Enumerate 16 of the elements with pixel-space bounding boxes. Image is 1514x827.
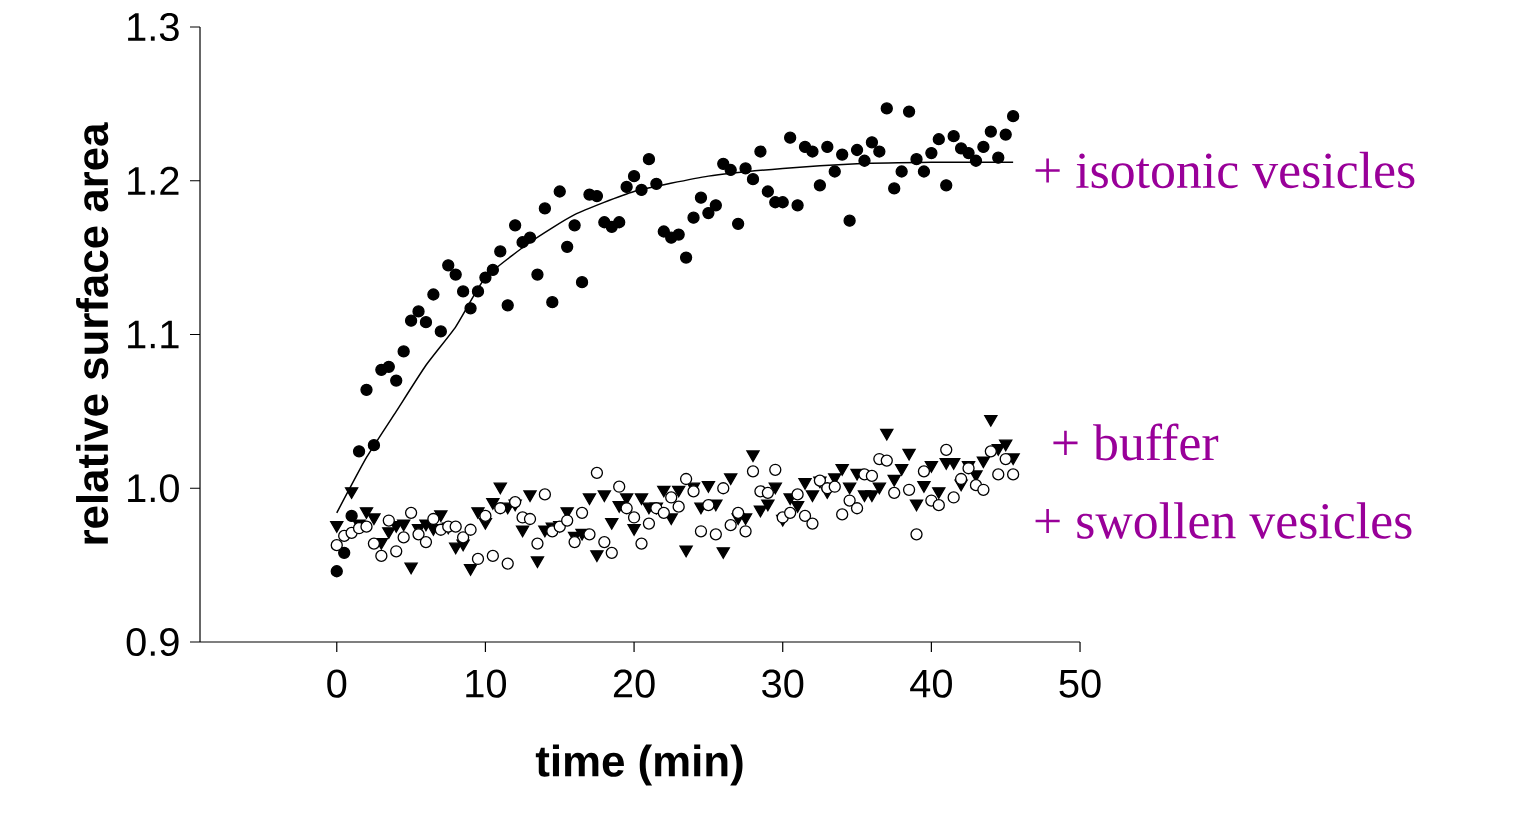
y-axis-title: relative surface area bbox=[76, 122, 109, 544]
y-tick-label: 1.2 bbox=[128, 166, 179, 195]
series-label: + swollen vesicles bbox=[1035, 502, 1412, 539]
x-tick-label: 20 bbox=[613, 669, 655, 698]
y-tick-label: 1.3 bbox=[128, 12, 179, 42]
x-tick-label: 50 bbox=[1059, 669, 1101, 698]
x-tick-label: 10 bbox=[466, 669, 507, 698]
y-tick-label: 0.9 bbox=[126, 627, 179, 657]
x-tick-label: 40 bbox=[910, 669, 952, 698]
x-axis-title: time (min) bbox=[535, 744, 743, 786]
y-tick-label: 1.1 bbox=[128, 320, 179, 349]
x-tick-label: 30 bbox=[762, 669, 804, 698]
y-tick-label: 1.0 bbox=[128, 474, 179, 503]
series-label: + isotonic vesicles bbox=[1035, 151, 1415, 189]
x-tick-label: 0 bbox=[327, 669, 347, 698]
series-label: + buffer bbox=[1053, 423, 1219, 461]
